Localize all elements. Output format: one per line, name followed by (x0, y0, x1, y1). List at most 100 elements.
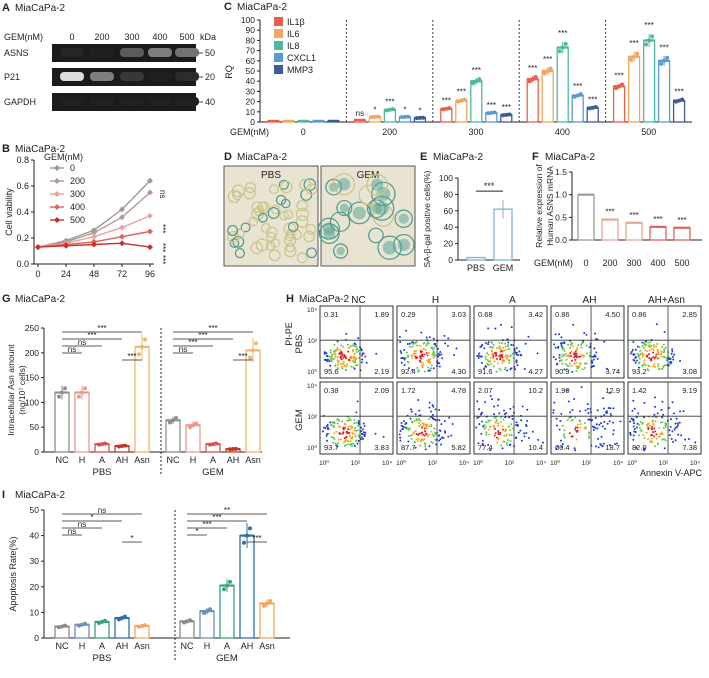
event-dot (430, 423, 433, 426)
event-dot (431, 352, 434, 355)
event-dot (429, 361, 432, 364)
event-dot (431, 416, 434, 419)
event-dot (443, 334, 446, 337)
cell (269, 184, 279, 195)
data-point (77, 623, 81, 628)
event-dot (658, 426, 661, 429)
legend-marker (54, 217, 60, 223)
data-point (182, 620, 186, 625)
event-dot (485, 431, 488, 434)
event-dot (326, 358, 329, 361)
event-dot (323, 358, 326, 361)
event-dot (477, 356, 480, 359)
event-dot (570, 355, 573, 358)
significance-marker: *** (629, 211, 638, 220)
x-tick-label: H (79, 641, 86, 651)
event-dot (428, 406, 431, 409)
event-dot (340, 344, 343, 347)
event-dot (430, 364, 433, 367)
event-dot (329, 349, 332, 352)
panel-title: MiaCaPa-2 (15, 294, 65, 305)
event-dot (418, 421, 421, 424)
cell (275, 194, 287, 206)
event-dot (424, 424, 427, 427)
event-dot (496, 422, 499, 425)
event-dot (408, 427, 411, 430)
x-tick-label: 96 (145, 269, 155, 279)
cell (306, 247, 317, 259)
event-dot (402, 426, 405, 429)
event-dot (433, 343, 436, 346)
event-dot (673, 428, 676, 431)
event-dot (508, 347, 511, 350)
event-dot (561, 348, 564, 351)
event-dot (412, 343, 415, 346)
event-dot (498, 354, 501, 357)
row-label: PBS (294, 334, 305, 353)
event-dot (516, 364, 519, 367)
event-dot (494, 354, 497, 357)
event-dot (653, 435, 656, 438)
stained-cell (352, 206, 366, 220)
quadrant-value: 7.38 (682, 443, 697, 452)
event-dot (515, 361, 518, 364)
event-dot (664, 425, 667, 428)
event-dot (410, 410, 413, 413)
apoptosis-rate-chart: I MiaCaPa-2 0 10 20 30 40 50 NC H A AH Asn NC H A AH Asn P… (2, 489, 290, 664)
y-tick-label: 80 (444, 189, 454, 199)
bar (134, 346, 150, 453)
legend-marker (54, 178, 60, 184)
event-dot (407, 355, 410, 358)
event-dot (341, 367, 344, 370)
event-dot (417, 433, 420, 436)
event-dot (515, 353, 518, 356)
event-dot (588, 354, 591, 357)
quadrant-value: 93.7 (324, 443, 339, 452)
legend-label: IL8 (287, 41, 300, 51)
event-dot (504, 349, 507, 352)
quadrant-value: 1.72 (401, 386, 416, 395)
event-dot (555, 447, 558, 450)
legend-swatch (274, 17, 283, 26)
event-dot (422, 439, 425, 442)
event-dot (342, 361, 345, 364)
event-dot (509, 428, 512, 431)
event-dot (643, 359, 646, 362)
data-point (268, 599, 272, 604)
x-tick-label: PBS (467, 263, 485, 273)
event-dot (357, 349, 360, 352)
event-dot (332, 350, 335, 353)
panel-g: G MiaCaPa-2 0 50 100 150 200 250 NC H A AH Asn NC H A AH… (0, 292, 282, 482)
cell (227, 224, 239, 236)
event-dot (604, 411, 607, 414)
event-dot (440, 423, 443, 426)
event-dot (354, 435, 357, 438)
event-dot (430, 440, 433, 443)
bar (259, 602, 275, 639)
event-dot (424, 430, 427, 433)
event-dot (500, 416, 503, 419)
event-dot (492, 365, 495, 368)
event-dot (585, 344, 588, 347)
event-dot (428, 418, 431, 421)
panel-letter: A (2, 2, 10, 14)
data-point (191, 423, 195, 428)
event-dot (478, 352, 481, 355)
event-dot (596, 409, 599, 412)
event-dot (419, 350, 422, 353)
data-point (635, 51, 640, 56)
event-dot (493, 405, 496, 408)
legend-marker (54, 165, 60, 171)
event-dot (421, 362, 424, 365)
event-dot (421, 353, 424, 356)
event-dot (573, 352, 576, 355)
event-dot (502, 349, 505, 352)
event-dot (423, 434, 426, 437)
quadrant-value: 3.42 (528, 310, 543, 319)
x-tick-label: AH (116, 455, 129, 465)
group-label: PBS (92, 653, 111, 664)
bar (673, 227, 691, 241)
data-point (205, 609, 209, 614)
event-dot (647, 428, 650, 431)
dose-label: 400 (152, 32, 167, 42)
